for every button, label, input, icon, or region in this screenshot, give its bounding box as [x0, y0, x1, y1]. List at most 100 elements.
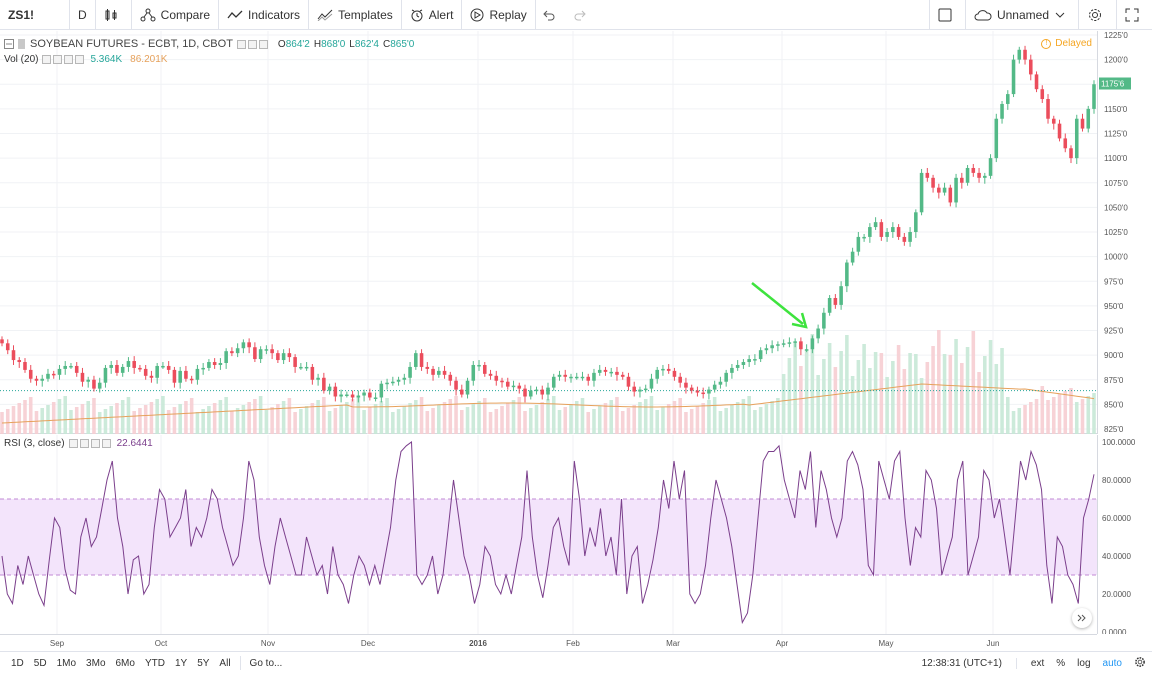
- volume-bar: [276, 404, 280, 434]
- candle-body: [632, 386, 636, 392]
- redo-button[interactable]: [567, 0, 598, 30]
- candle-body: [17, 360, 22, 363]
- range-all-button[interactable]: All: [219, 657, 231, 669]
- percent-toggle[interactable]: %: [1056, 658, 1066, 669]
- symbol-search-button[interactable]: ZS1!: [0, 0, 70, 30]
- range-5y-button[interactable]: 5Y: [197, 657, 210, 669]
- fullscreen-button[interactable]: [1116, 0, 1152, 30]
- volume-bar: [1046, 400, 1050, 434]
- layout-menu-button[interactable]: Unnamed: [964, 0, 1078, 30]
- volume-bar: [212, 403, 217, 434]
- volume-bar: [379, 401, 384, 434]
- candle-body: [977, 172, 981, 178]
- candle-body: [914, 212, 918, 232]
- time-tick-label: Sep: [50, 639, 65, 648]
- range-3mo-button[interactable]: 3Mo: [86, 657, 106, 669]
- settings-button[interactable]: [1078, 0, 1116, 30]
- clock-display[interactable]: 12:38:31 (UTC+1): [916, 658, 1017, 669]
- price-chart[interactable]: [0, 31, 1097, 434]
- redo-icon: [574, 10, 586, 20]
- candle-body: [994, 118, 999, 159]
- range-6mo-button[interactable]: 6Mo: [115, 657, 135, 669]
- alert-button[interactable]: Alert: [402, 0, 463, 30]
- candle-body: [850, 251, 855, 263]
- range-1mo-button[interactable]: 1Mo: [56, 657, 77, 669]
- price-pane[interactable]: [0, 31, 1097, 434]
- rsi-axis[interactable]: 100.0000 80.0000 60.0000 40.0000 20.0000 0.00…: [1097, 435, 1152, 637]
- templates-button[interactable]: Templates: [309, 0, 402, 30]
- candle-body: [396, 379, 401, 382]
- volume-bar: [448, 399, 453, 434]
- volume-bar: [615, 397, 619, 434]
- volume-bar: [655, 410, 659, 434]
- range-5d-button[interactable]: 5D: [33, 657, 47, 669]
- price-tick-label: 1150'0: [1104, 105, 1128, 114]
- volume-bar: [850, 376, 855, 434]
- replay-button[interactable]: Replay: [462, 0, 536, 30]
- volume-bar: [695, 406, 700, 434]
- volume-legend-buttons[interactable]: [42, 55, 86, 64]
- candle-body: [425, 366, 430, 369]
- rsi-chart[interactable]: [0, 435, 1097, 634]
- candle-body: [862, 236, 866, 239]
- delayed-badge[interactable]: ! Delayed: [1041, 38, 1092, 49]
- range-ytd-button[interactable]: YTD: [144, 657, 165, 669]
- candle-body: [132, 361, 136, 368]
- range-1y-button[interactable]: 1Y: [174, 657, 188, 669]
- candle-body: [983, 175, 987, 178]
- chart-title: SOYBEAN FUTURES - ECBT, 1D, CBOT: [30, 38, 233, 50]
- volume-bar: [437, 405, 441, 434]
- volume-bar: [942, 354, 947, 434]
- ext-toggle[interactable]: ext: [1030, 658, 1045, 669]
- layout-name: Unnamed: [996, 8, 1049, 22]
- volume-bar: [804, 350, 809, 434]
- candle-body: [120, 366, 125, 373]
- volume-bar: [638, 402, 642, 434]
- candle-body: [1086, 108, 1091, 129]
- time-tick-label: Dec: [361, 639, 375, 648]
- compare-button[interactable]: Compare: [132, 0, 220, 30]
- indicators-button[interactable]: Indicators: [219, 0, 310, 30]
- candle-body: [149, 375, 154, 378]
- volume-bar: [184, 401, 188, 434]
- candle-body: [954, 177, 958, 203]
- settings-button-bottom[interactable]: [1128, 656, 1152, 671]
- volume-bar: [270, 407, 274, 434]
- legend-buttons[interactable]: [236, 39, 270, 49]
- bottom-right-group: 12:38:31 (UTC+1) ext % log auto: [916, 652, 1152, 674]
- volume-bar: [896, 345, 901, 434]
- goto-button[interactable]: Go to...: [249, 657, 283, 669]
- candle-body: [201, 367, 205, 370]
- volume-bar: [69, 410, 73, 434]
- interval-button[interactable]: D: [70, 0, 96, 30]
- candle-body: [276, 353, 280, 361]
- candle-body: [287, 353, 292, 358]
- rsi-value: 22.6441: [116, 438, 153, 449]
- volume-ma-value: 86.201K: [130, 54, 168, 65]
- candle-body: [109, 364, 113, 368]
- volume-bar: [758, 407, 763, 434]
- fullscreen-checkbox[interactable]: [928, 0, 965, 30]
- rsi-legend-buttons[interactable]: [68, 439, 113, 448]
- chart-style-button[interactable]: [96, 0, 132, 30]
- range-1d-button[interactable]: 1D: [11, 657, 24, 669]
- volume-bar: [391, 412, 395, 434]
- candle-body: [1092, 84, 1096, 109]
- price-tick-label: 975'0: [1104, 277, 1124, 286]
- candle-body: [1000, 103, 1004, 119]
- volume-bar: [1006, 397, 1010, 434]
- price-axis[interactable]: 1225'01200'01175'01150'01125'01100'01075…: [1097, 31, 1152, 434]
- volume-bar: [1080, 399, 1085, 434]
- rsi-pane[interactable]: [0, 435, 1097, 634]
- volume-bar: [937, 330, 941, 434]
- volume-bar: [11, 406, 16, 434]
- candle-body: [942, 187, 947, 193]
- auto-toggle[interactable]: auto: [1102, 658, 1122, 669]
- volume-bar: [425, 411, 430, 434]
- time-axis[interactable]: Sep Oct Nov Dec 2016 Feb Mar Apr May Jun: [0, 634, 1097, 650]
- undo-button[interactable]: [536, 0, 567, 30]
- scroll-to-end-button[interactable]: [1072, 608, 1092, 628]
- log-toggle[interactable]: log: [1077, 658, 1091, 669]
- volume-bar: [51, 402, 56, 434]
- candle-body: [126, 361, 131, 367]
